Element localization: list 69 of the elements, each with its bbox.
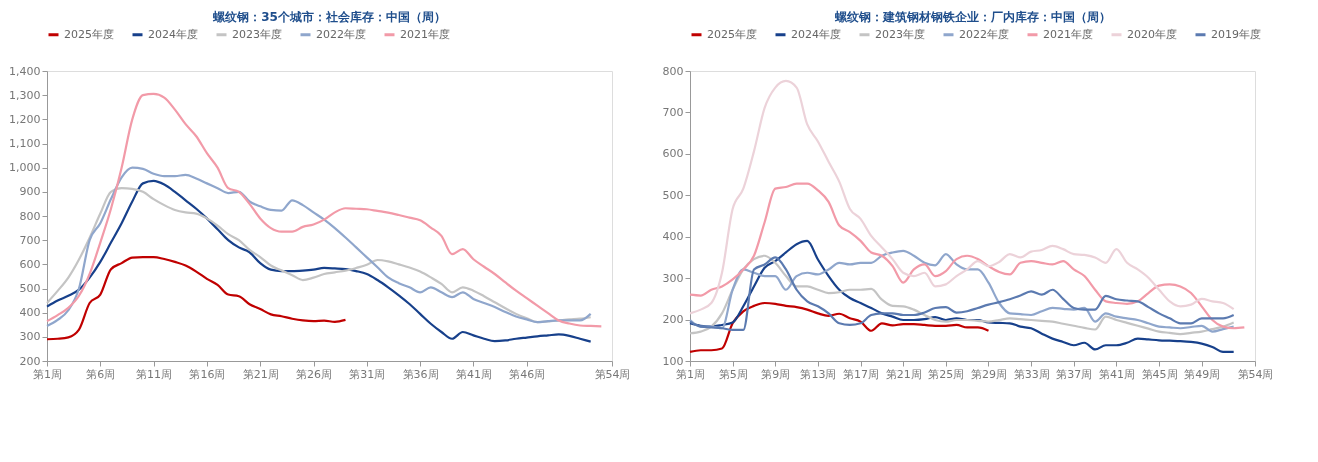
x-tick-label: 第29周 (970, 367, 1007, 381)
line-series (45, 179, 592, 343)
y-tick-label: 1,100 (9, 137, 41, 150)
y-tick-label: 100 (662, 354, 684, 368)
y-tick-label: 900 (19, 185, 41, 199)
legend-label: 2024年度 (791, 27, 841, 41)
y-tick-label: 800 (19, 209, 41, 223)
line-series (688, 239, 1235, 353)
line-series (45, 255, 347, 341)
y-tick-label: 500 (662, 188, 684, 202)
y-tick-label: 400 (19, 306, 41, 320)
y-tick-label: 1,000 (9, 161, 41, 175)
line-series (688, 182, 1246, 330)
line-series (45, 187, 592, 324)
x-tick-label: 第6周 (86, 367, 116, 381)
x-tick-label: 第33周 (1013, 367, 1050, 381)
line-series (45, 92, 603, 328)
y-tick-label: 1,200 (9, 112, 41, 126)
line-series (45, 166, 592, 328)
y-tick-label: 300 (19, 330, 41, 344)
y-tick-label: 700 (19, 233, 41, 247)
x-tick-label: 第36周 (402, 367, 439, 381)
legend-label: 2019年度 (1211, 27, 1261, 41)
x-tick-label: 第41周 (455, 367, 492, 381)
legend-label: 2025年度 (64, 27, 114, 41)
x-tick-label: 第26周 (296, 367, 333, 381)
legend-label: 2022年度 (959, 27, 1009, 41)
x-tick-label: 第1周 (676, 367, 705, 381)
legend-label: 2023年度 (875, 27, 925, 41)
x-tick-label: 第41周 (1098, 367, 1135, 381)
x-tick-label: 第21周 (885, 367, 922, 381)
x-tick-label: 第25周 (928, 367, 965, 381)
legend-label: 2020年度 (1127, 27, 1177, 41)
x-tick-label: 第16周 (189, 367, 226, 381)
chart-title: 螺纹钢：35个城市：社会库存：中国（周） (212, 10, 446, 24)
legend-label: 2025年度 (707, 27, 757, 41)
x-tick-label: 第45周 (1141, 367, 1178, 381)
legend-label: 2021年度 (400, 27, 450, 41)
line-series (688, 301, 990, 353)
x-tick-label: 第54周 (1237, 367, 1274, 381)
x-tick-label: 第9周 (761, 367, 791, 381)
y-tick-label: 600 (19, 257, 41, 271)
x-tick-label: 第37周 (1056, 367, 1093, 381)
x-tick-label: 第13周 (800, 367, 837, 381)
legend-label: 2023年度 (232, 27, 282, 41)
y-tick-label: 700 (662, 105, 684, 119)
legend-label: 2024年度 (148, 27, 198, 41)
y-tick-label: 400 (662, 230, 684, 244)
legend-label: 2021年度 (1043, 27, 1093, 41)
y-tick-label: 1,300 (9, 88, 41, 102)
chart-title: 螺纹钢：建筑钢材钢铁企业：厂内库存：中国（周） (833, 10, 1111, 24)
y-tick-label: 500 (19, 282, 41, 295)
y-tick-label: 800 (662, 64, 684, 78)
x-tick-label: 第46周 (509, 367, 546, 381)
y-tick-label: 1,400 (9, 64, 41, 78)
x-tick-label: 第49周 (1184, 367, 1221, 381)
x-tick-label: 第21周 (242, 367, 279, 381)
x-tick-label: 第1周 (33, 367, 62, 381)
y-tick-label: 300 (662, 271, 684, 285)
x-tick-label: 第11周 (136, 367, 173, 381)
x-tick-label: 第31周 (349, 367, 386, 381)
y-tick-label: 200 (662, 313, 684, 327)
line-series (688, 79, 1235, 315)
x-tick-label: 第54周 (594, 367, 631, 381)
legend-label: 2022年度 (316, 27, 366, 41)
y-tick-label: 200 (19, 354, 41, 368)
x-tick-label: 第17周 (843, 367, 880, 381)
y-tick-label: 600 (662, 147, 684, 161)
x-tick-label: 第5周 (718, 367, 748, 381)
